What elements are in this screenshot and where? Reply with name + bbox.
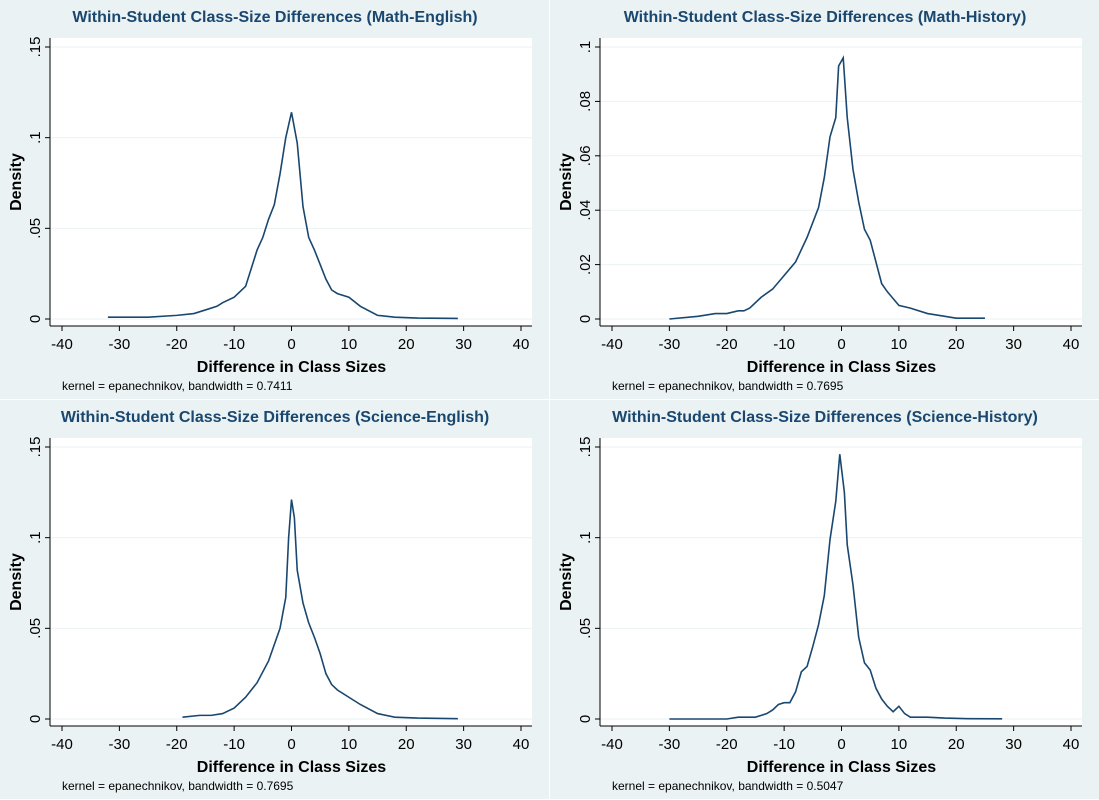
y-tick-label: .15 [27,37,44,58]
panel: Within-Student Class-Size Differences (M… [0,0,549,399]
chart-title: Within-Student Class-Size Differences (S… [612,409,1038,426]
x-tick-label: 20 [398,336,415,353]
x-tick-label: 20 [398,736,415,753]
note: kernel = epanechnikov, bandwidth = 0.769… [612,379,844,393]
y-tick-label: .04 [577,200,594,221]
plot-region [600,38,1082,326]
note: kernel = epanechnikov, bandwidth = 0.504… [612,779,844,793]
density-line [669,454,1003,720]
y-tick-label: 0 [27,315,44,323]
x-tick-label: -30 [659,336,681,353]
y-tick-label: .1 [27,131,44,144]
x-tick-label: -20 [716,736,738,753]
x-tick-label: 10 [341,736,358,753]
plot-region [50,438,532,726]
y-tick-label: .15 [577,437,594,458]
y-tick-label: 0 [577,715,594,723]
x-axis-title: Difference in Class Sizes [197,359,387,376]
y-tick-label: .06 [577,145,594,166]
x-tick-label: -40 [51,336,73,353]
panel: Within-Student Class-Size Differences (S… [0,400,549,799]
x-tick-label: 20 [948,336,965,353]
x-tick-label: -20 [166,736,188,753]
y-tick-label: .1 [577,531,594,544]
x-tick-label: -10 [773,336,795,353]
x-tick-label: 30 [1005,736,1022,753]
x-tick-label: -40 [51,736,73,753]
plot-region [600,438,1082,726]
y-tick-label: .02 [577,254,594,275]
x-tick-label: 20 [948,736,965,753]
panel: Within-Student Class-Size Differences (M… [550,0,1099,399]
x-tick-label: -10 [223,336,245,353]
x-tick-label: 40 [1063,336,1080,353]
x-tick-label: 40 [513,736,530,753]
y-tick-label: 0 [577,315,594,323]
x-tick-label: -20 [166,336,188,353]
x-tick-label: -30 [109,336,131,353]
density-line [182,499,458,720]
x-tick-label: 40 [513,336,530,353]
x-tick-label: -40 [601,736,623,753]
note: kernel = epanechnikov, bandwidth = 0.741… [62,379,293,393]
x-axis-title: Difference in Class Sizes [197,759,387,776]
y-axis-title: Density [8,553,25,611]
x-tick-label: -40 [601,336,623,353]
y-tick-label: .05 [27,218,44,239]
x-tick-label: -30 [659,736,681,753]
y-tick-label: .1 [27,531,44,544]
y-axis-title: Density [8,153,25,211]
density-line [107,112,458,320]
density-line [669,55,985,320]
x-tick-label: 30 [455,336,472,353]
chart-title: Within-Student Class-Size Differences (M… [72,9,477,26]
chart-title: Within-Student Class-Size Differences (S… [61,409,489,426]
x-axis-title: Difference in Class Sizes [747,359,937,376]
y-tick-label: .08 [577,91,594,112]
x-tick-label: -30 [109,736,131,753]
note: kernel = epanechnikov, bandwidth = 0.769… [62,779,294,793]
x-tick-label: 10 [891,736,908,753]
x-tick-label: -20 [716,336,738,353]
y-tick-label: 0 [27,715,44,723]
y-tick-label: .15 [27,437,44,458]
panel: Within-Student Class-Size Differences (S… [550,400,1099,799]
y-axis-title: Density [558,553,575,611]
x-tick-label: 40 [1063,736,1080,753]
y-tick-label: .05 [27,618,44,639]
x-tick-label: 10 [891,336,908,353]
plot-region [50,38,532,326]
x-axis-title: Difference in Class Sizes [747,759,937,776]
x-tick-label: 0 [837,336,845,353]
x-tick-label: 10 [341,336,358,353]
x-tick-label: -10 [773,736,795,753]
x-tick-label: 30 [1005,336,1022,353]
x-tick-label: -10 [223,736,245,753]
x-tick-label: 0 [287,336,295,353]
chart-title: Within-Student Class-Size Differences (M… [624,9,1027,26]
x-tick-label: 30 [455,736,472,753]
y-axis-title: Density [558,153,575,211]
y-tick-label: .1 [577,41,594,54]
x-tick-label: 0 [287,736,295,753]
y-tick-label: .05 [577,618,594,639]
x-tick-label: 0 [837,736,845,753]
